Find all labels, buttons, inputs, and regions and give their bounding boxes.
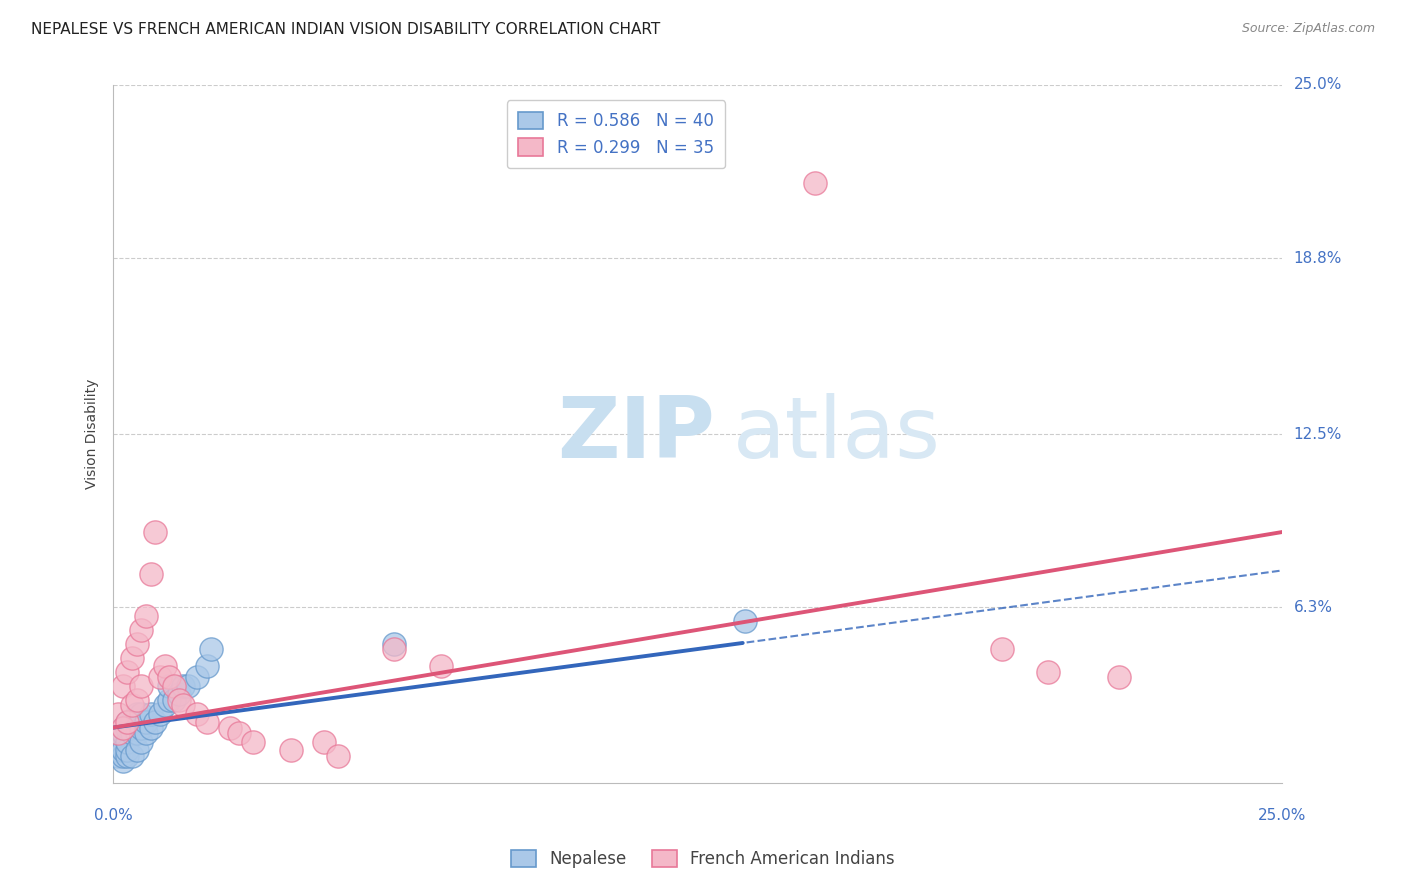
- Point: [157, 692, 180, 706]
- Point: [195, 714, 218, 729]
- Point: [157, 679, 180, 693]
- Text: atlas: atlas: [733, 392, 941, 475]
- Legend: R = 0.586   N = 40, R = 0.299   N = 35: R = 0.586 N = 40, R = 0.299 N = 35: [506, 100, 725, 169]
- Point: [157, 670, 180, 684]
- Point: [429, 659, 451, 673]
- Point: [135, 726, 157, 740]
- Point: [125, 692, 148, 706]
- Legend: Nepalese, French American Indians: Nepalese, French American Indians: [505, 843, 901, 875]
- Point: [111, 679, 134, 693]
- Point: [121, 714, 143, 729]
- Point: [172, 698, 194, 713]
- Point: [990, 642, 1012, 657]
- Point: [326, 748, 349, 763]
- Point: [153, 659, 176, 673]
- Point: [153, 698, 176, 713]
- Point: [115, 748, 138, 763]
- Point: [172, 679, 194, 693]
- Text: ZIP: ZIP: [557, 392, 716, 475]
- Point: [125, 637, 148, 651]
- Point: [177, 679, 200, 693]
- Point: [121, 698, 143, 713]
- Point: [111, 743, 134, 757]
- Point: [167, 692, 190, 706]
- Point: [129, 679, 152, 693]
- Point: [111, 748, 134, 763]
- Point: [129, 706, 152, 721]
- Text: 25.0%: 25.0%: [1258, 808, 1306, 823]
- Point: [139, 721, 162, 735]
- Point: [195, 659, 218, 673]
- Point: [242, 734, 264, 748]
- Point: [200, 642, 222, 657]
- Point: [115, 734, 138, 748]
- Point: [107, 743, 129, 757]
- Point: [115, 743, 138, 757]
- Point: [280, 743, 302, 757]
- Point: [186, 706, 208, 721]
- Point: [125, 743, 148, 757]
- Point: [149, 670, 172, 684]
- Point: [107, 706, 129, 721]
- Point: [129, 623, 152, 637]
- Point: [163, 679, 186, 693]
- Point: [121, 726, 143, 740]
- Point: [121, 650, 143, 665]
- Point: [163, 692, 186, 706]
- Text: 0.0%: 0.0%: [94, 808, 132, 823]
- Point: [107, 748, 129, 763]
- Point: [186, 670, 208, 684]
- Point: [111, 754, 134, 768]
- Point: [734, 615, 756, 629]
- Point: [129, 734, 152, 748]
- Point: [135, 714, 157, 729]
- Point: [143, 714, 166, 729]
- Point: [312, 734, 335, 748]
- Point: [382, 637, 405, 651]
- Text: NEPALESE VS FRENCH AMERICAN INDIAN VISION DISABILITY CORRELATION CHART: NEPALESE VS FRENCH AMERICAN INDIAN VISIO…: [31, 22, 661, 37]
- Point: [115, 721, 138, 735]
- Point: [115, 714, 138, 729]
- Point: [143, 524, 166, 539]
- Point: [115, 665, 138, 679]
- Point: [125, 726, 148, 740]
- Point: [111, 721, 134, 735]
- Text: 25.0%: 25.0%: [1294, 78, 1341, 93]
- Point: [107, 734, 129, 748]
- Point: [803, 176, 825, 190]
- Point: [111, 726, 134, 740]
- Point: [121, 748, 143, 763]
- Point: [139, 566, 162, 581]
- Point: [139, 706, 162, 721]
- Point: [115, 714, 138, 729]
- Point: [111, 721, 134, 735]
- Point: [1108, 670, 1130, 684]
- Point: [125, 706, 148, 721]
- Text: 12.5%: 12.5%: [1294, 426, 1341, 442]
- Point: [129, 721, 152, 735]
- Text: 6.3%: 6.3%: [1294, 600, 1333, 615]
- Point: [219, 721, 242, 735]
- Point: [149, 706, 172, 721]
- Point: [228, 726, 250, 740]
- Y-axis label: Vision Disability: Vision Disability: [86, 379, 100, 490]
- Text: Source: ZipAtlas.com: Source: ZipAtlas.com: [1241, 22, 1375, 36]
- Point: [382, 642, 405, 657]
- Point: [135, 608, 157, 623]
- Point: [1038, 665, 1060, 679]
- Point: [167, 687, 190, 701]
- Point: [107, 726, 129, 740]
- Text: 18.8%: 18.8%: [1294, 251, 1341, 266]
